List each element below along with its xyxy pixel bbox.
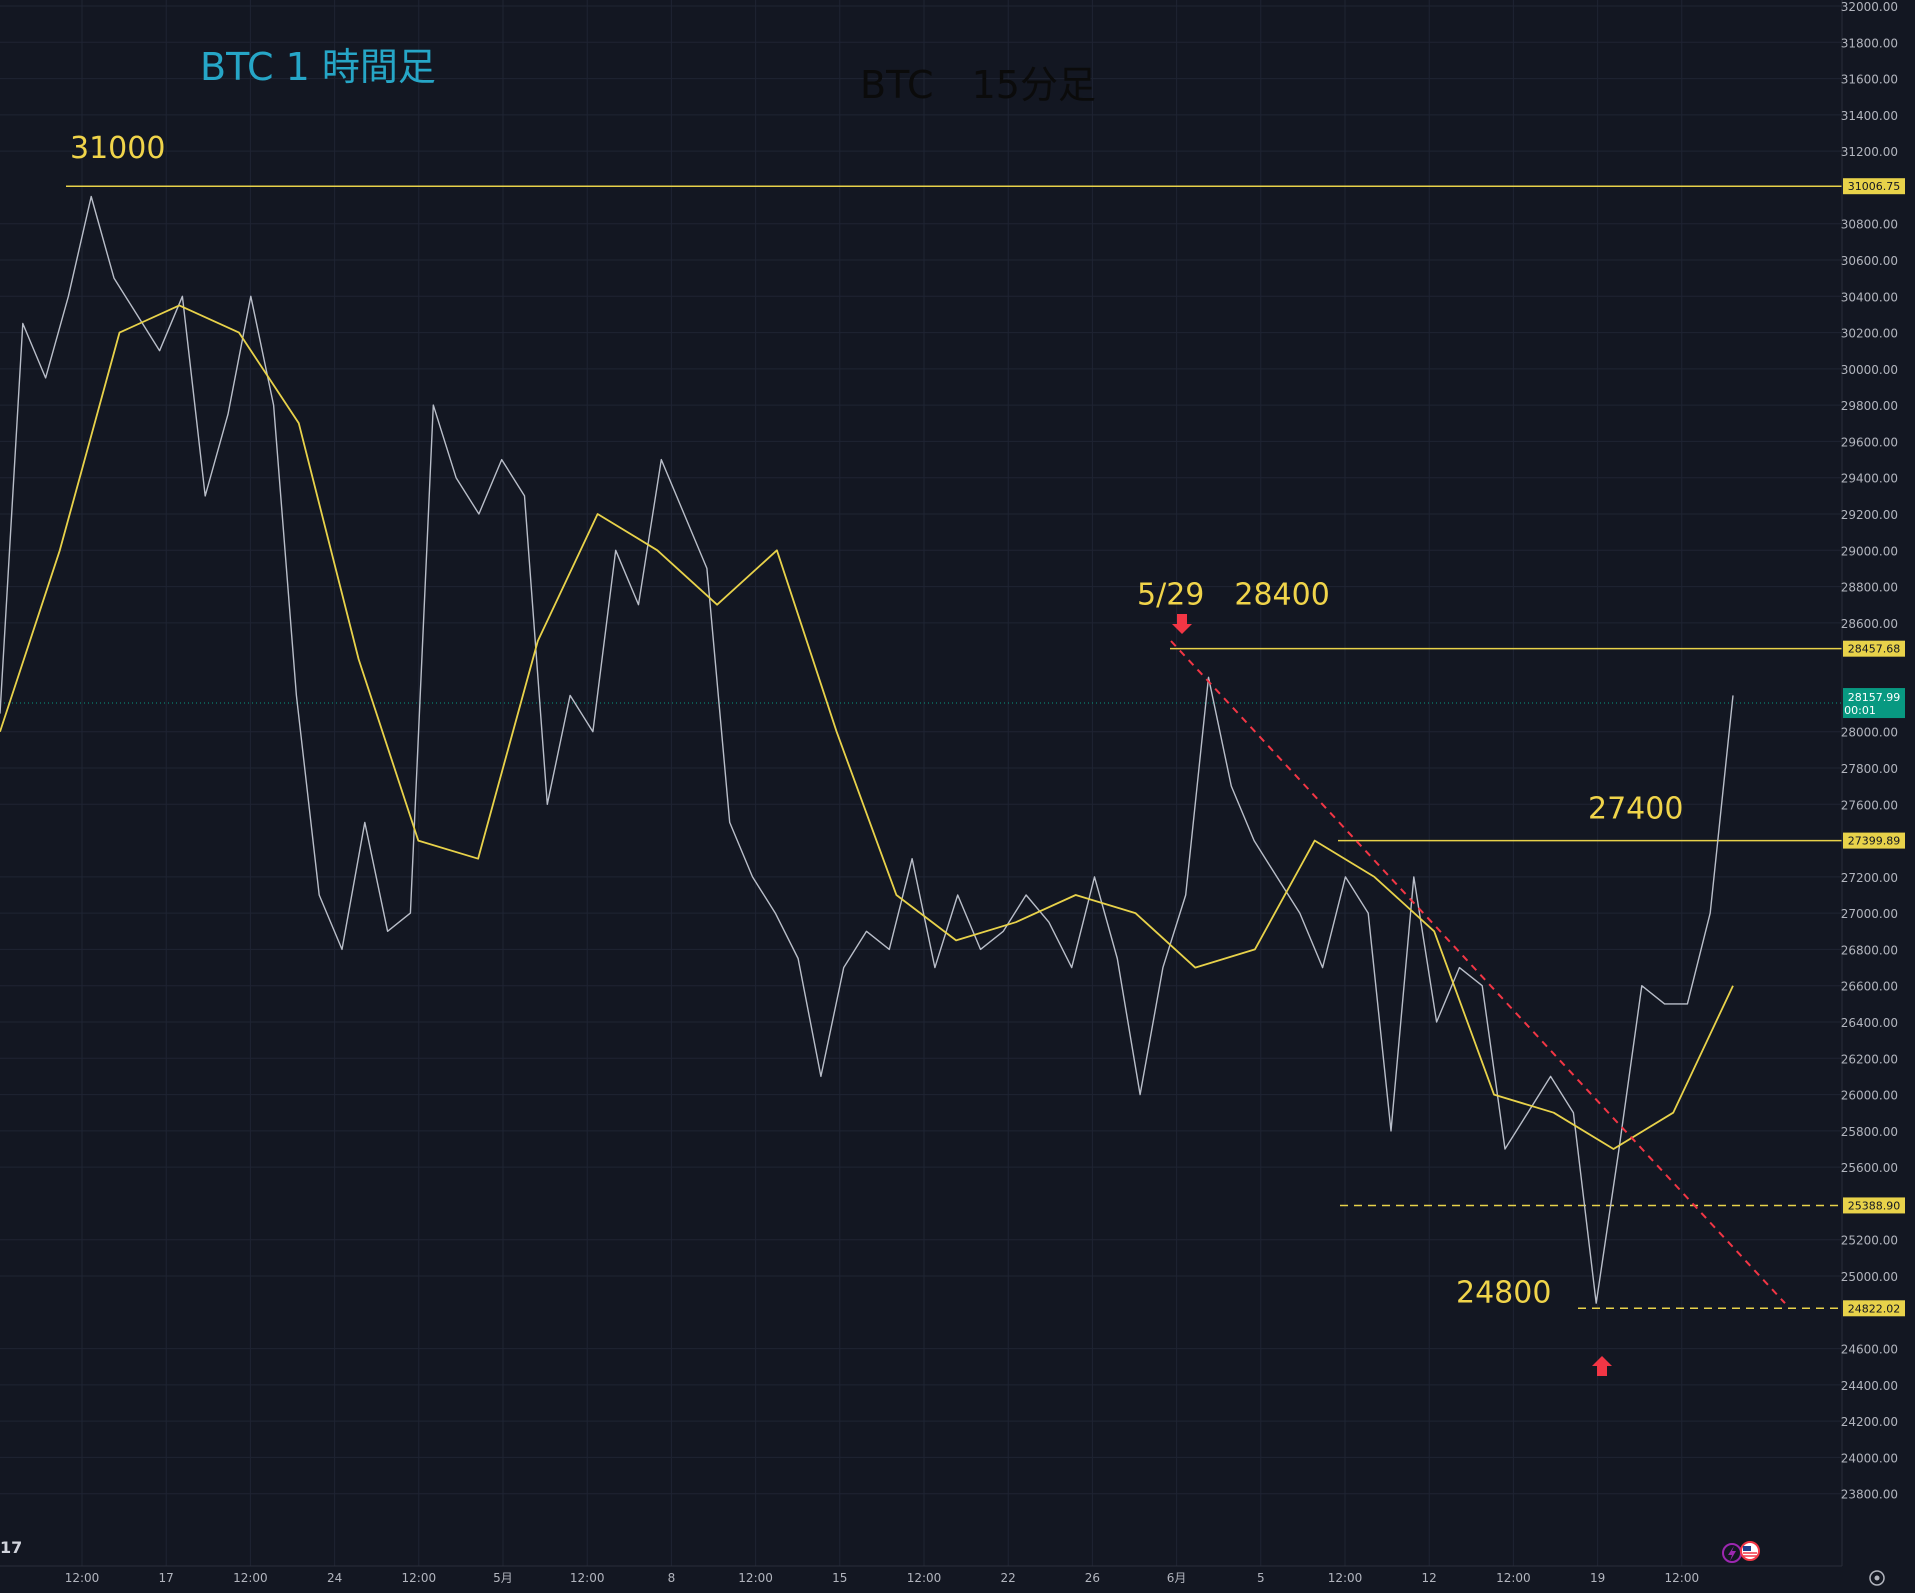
price-tick-label: 24000.00 [1841, 1451, 1898, 1465]
level-price-label: 31006.75 [1848, 180, 1901, 193]
level-price-label: 27399.89 [1848, 835, 1901, 848]
price-tick-label: 24400.00 [1841, 1379, 1898, 1393]
price-tick-label: 26000.00 [1841, 1089, 1898, 1103]
time-tick-label: 12:00 [233, 1571, 268, 1585]
level-price-badge [1843, 178, 1905, 195]
level-note: 31000 [70, 131, 165, 166]
level-note: 5/29 28400 [1137, 578, 1330, 613]
price-tick-label: 31800.00 [1841, 36, 1898, 50]
price-series-line [0, 195, 1734, 1304]
price-tick-label: 30800.00 [1841, 218, 1898, 232]
time-tick-label: 12:00 [1496, 1571, 1531, 1585]
level-price-badge [1843, 1300, 1905, 1317]
time-tick-label: 12 [1422, 1571, 1437, 1585]
time-tick-label: 12:00 [1665, 1571, 1700, 1585]
price-tick-label: 30400.00 [1841, 290, 1898, 304]
time-tick-label: 5 [1257, 1571, 1265, 1585]
time-tick-label: 12:00 [65, 1571, 100, 1585]
price-tick-label: 26600.00 [1841, 980, 1898, 994]
corner-text: 17 [0, 1538, 22, 1557]
level-note: 27400 [1588, 792, 1683, 827]
moving-average-line [0, 304, 1734, 1150]
countdown-label: 00:01 [1844, 704, 1876, 717]
price-tick-label: 30200.00 [1841, 327, 1898, 341]
time-tick-label: 15 [832, 1571, 847, 1585]
price-tick-label: 32000.00 [1841, 0, 1898, 14]
price-tick-label: 25000.00 [1841, 1270, 1898, 1284]
price-tick-label: 29400.00 [1841, 472, 1898, 486]
time-tick-label: 5月 [493, 1571, 513, 1585]
price-tick-label: 29600.00 [1841, 435, 1898, 449]
current-price-badge [1843, 688, 1905, 719]
time-tick-label: 12:00 [570, 1571, 605, 1585]
price-tick-label: 30000.00 [1841, 363, 1898, 377]
price-tick-label: 27800.00 [1841, 762, 1898, 776]
settings-icon[interactable] [1869, 1570, 1885, 1586]
price-tick-label: 30600.00 [1841, 254, 1898, 268]
down-arrow-marker [1172, 614, 1192, 634]
time-tick-label: 19 [1590, 1571, 1605, 1585]
level-note: 24800 [1456, 1275, 1551, 1310]
price-axis[interactable]: 32000.00 31800.00 31600.00 31400.00 31200.00… [1841, 0, 1915, 1593]
price-tick-label: 29800.00 [1841, 399, 1898, 413]
price-axis-background [1842, 0, 1915, 1593]
price-tick-label: 31400.00 [1841, 109, 1898, 123]
price-tick-label: 29200.00 [1841, 508, 1898, 522]
time-tick-label: 12:00 [1328, 1571, 1363, 1585]
time-tick-label: 12:00 [907, 1571, 942, 1585]
price-tick-label: 25800.00 [1841, 1125, 1898, 1139]
time-tick-label: 6月 [1167, 1571, 1187, 1585]
levels-layer [0, 185, 1842, 1310]
time-tick-label: 12:00 [402, 1571, 437, 1585]
price-tick-label: 28800.00 [1841, 581, 1898, 595]
price-tick-label: 27200.00 [1841, 871, 1898, 885]
up-arrow-marker [1592, 1356, 1612, 1376]
time-tick-label: 17 [159, 1571, 174, 1585]
price-tick-label: 25600.00 [1841, 1161, 1898, 1175]
price-tick-label: 27600.00 [1841, 798, 1898, 812]
time-axis[interactable]: 12:00 17 12:00 24 12:00 5月 12:00 8 12:00 15 12:00 2… [0, 1565, 1842, 1585]
price-tick-label: 28600.00 [1841, 617, 1898, 631]
level-price-badge [1843, 1197, 1905, 1214]
series-layer [0, 195, 1734, 1304]
price-tick-label: 27000.00 [1841, 907, 1898, 921]
price-tick-label: 26200.00 [1841, 1052, 1898, 1066]
chart-subtitle: BTC 15分足 [860, 63, 1096, 107]
level-price-badge [1843, 832, 1905, 849]
time-tick-label: 24 [327, 1571, 342, 1585]
price-tick-label: 31200.00 [1841, 145, 1898, 159]
time-tick-label: 22 [1001, 1571, 1016, 1585]
level-price-label: 28457.68 [1848, 643, 1901, 656]
current-price-label: 28157.99 [1848, 691, 1901, 704]
level-price-badge [1843, 640, 1905, 657]
price-tick-label: 31600.00 [1841, 73, 1898, 87]
level-price-label: 25388.90 [1848, 1199, 1901, 1212]
time-tick-label: 12:00 [738, 1571, 773, 1585]
us-flag-icon[interactable] [1740, 1541, 1760, 1561]
markers-layer [1172, 614, 1612, 1376]
price-tick-label: 26400.00 [1841, 1016, 1898, 1030]
price-tick-label: 28000.00 [1841, 726, 1898, 740]
price-tick-label: 23800.00 [1841, 1488, 1898, 1502]
notes-layer: 31000 5/29 28400 27400 24800 [70, 131, 1683, 1310]
chart-title: BTC 1 時間足 [200, 45, 436, 89]
time-tick-label: 8 [668, 1571, 676, 1585]
price-tick-label: 29000.00 [1841, 544, 1898, 558]
price-tick-label: 26800.00 [1841, 943, 1898, 957]
price-tick-label: 25200.00 [1841, 1234, 1898, 1248]
price-tick-label: 24600.00 [1841, 1343, 1898, 1357]
level-price-label: 24822.02 [1848, 1302, 1901, 1315]
price-tick-label: 24200.00 [1841, 1415, 1898, 1429]
time-tick-label: 26 [1085, 1571, 1100, 1585]
